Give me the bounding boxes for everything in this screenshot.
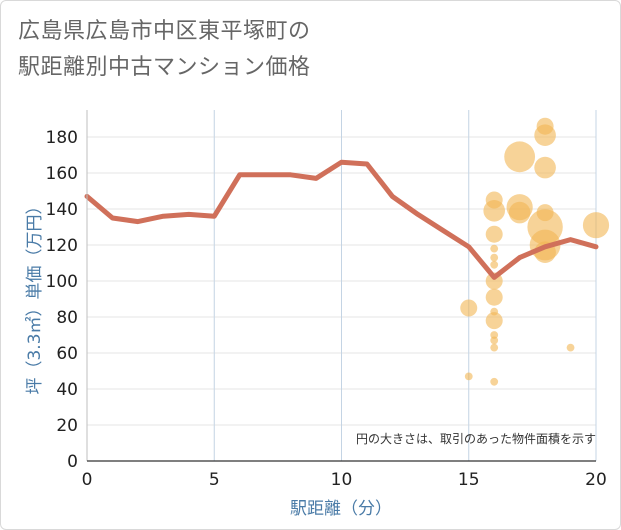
chart-title: 広島県広島市中区東平塚町の 駅距離別中古マンション価格 <box>18 14 311 86</box>
scatter-point <box>485 191 503 209</box>
scatter-point <box>485 288 503 306</box>
y-tick-label: 140 <box>46 200 78 220</box>
scatter-point <box>490 244 499 253</box>
y-tick-label: 180 <box>46 128 78 148</box>
scatter-point <box>490 336 499 345</box>
y-tick-label: 20 <box>56 416 78 436</box>
scatter-point <box>490 343 499 352</box>
x-tick-label: 15 <box>458 470 480 490</box>
scatter-point <box>582 212 610 239</box>
axes: 0 20 40 60 80 100 120 140 160 180 0 5 10 15 20 <box>46 110 607 490</box>
scatter-point <box>490 331 499 339</box>
chart-title-line-1: 広島県広島市中区東平塚町の <box>18 19 311 44</box>
scatter-point <box>464 372 473 381</box>
y-tick-label: 100 <box>46 272 78 292</box>
scatter-point <box>504 141 536 173</box>
average-price-line <box>84 159 599 280</box>
x-tick-label: 10 <box>331 470 353 490</box>
x-tick-label: 5 <box>209 470 220 490</box>
scatter-point <box>490 260 499 269</box>
scatter-point <box>485 225 503 243</box>
y-tick-label: 160 <box>46 164 78 184</box>
scatter-point <box>485 312 503 330</box>
y-tick-label: 60 <box>56 344 78 364</box>
scatter-point <box>460 299 478 317</box>
bubble-size-note: 円の大きさは、取引のあった物件面積を示す <box>356 431 596 446</box>
scatter-point <box>536 204 554 222</box>
scatter-point <box>490 307 499 316</box>
chart-title-line-2: 駅距離別中古マンション価格 <box>18 55 311 80</box>
scatter-point <box>490 253 499 262</box>
x-axis-title: 駅距離（分） <box>290 499 392 519</box>
scatter-point <box>536 117 554 135</box>
scatter-point <box>566 343 575 352</box>
y-tick-label: 120 <box>46 236 78 256</box>
scatter-point <box>490 377 499 386</box>
y-tick-label: 40 <box>56 380 78 400</box>
x-tick-label: 20 <box>585 470 607 490</box>
y-tick-label: 80 <box>56 308 78 328</box>
scatter-point <box>534 156 556 179</box>
scatter-point <box>508 201 531 224</box>
y-tick-label: 0 <box>67 452 78 472</box>
x-tick-label: 0 <box>82 470 93 490</box>
y-axis-title: 坪（3.3㎡）単価（万円） <box>25 197 45 394</box>
line-series <box>84 159 599 280</box>
